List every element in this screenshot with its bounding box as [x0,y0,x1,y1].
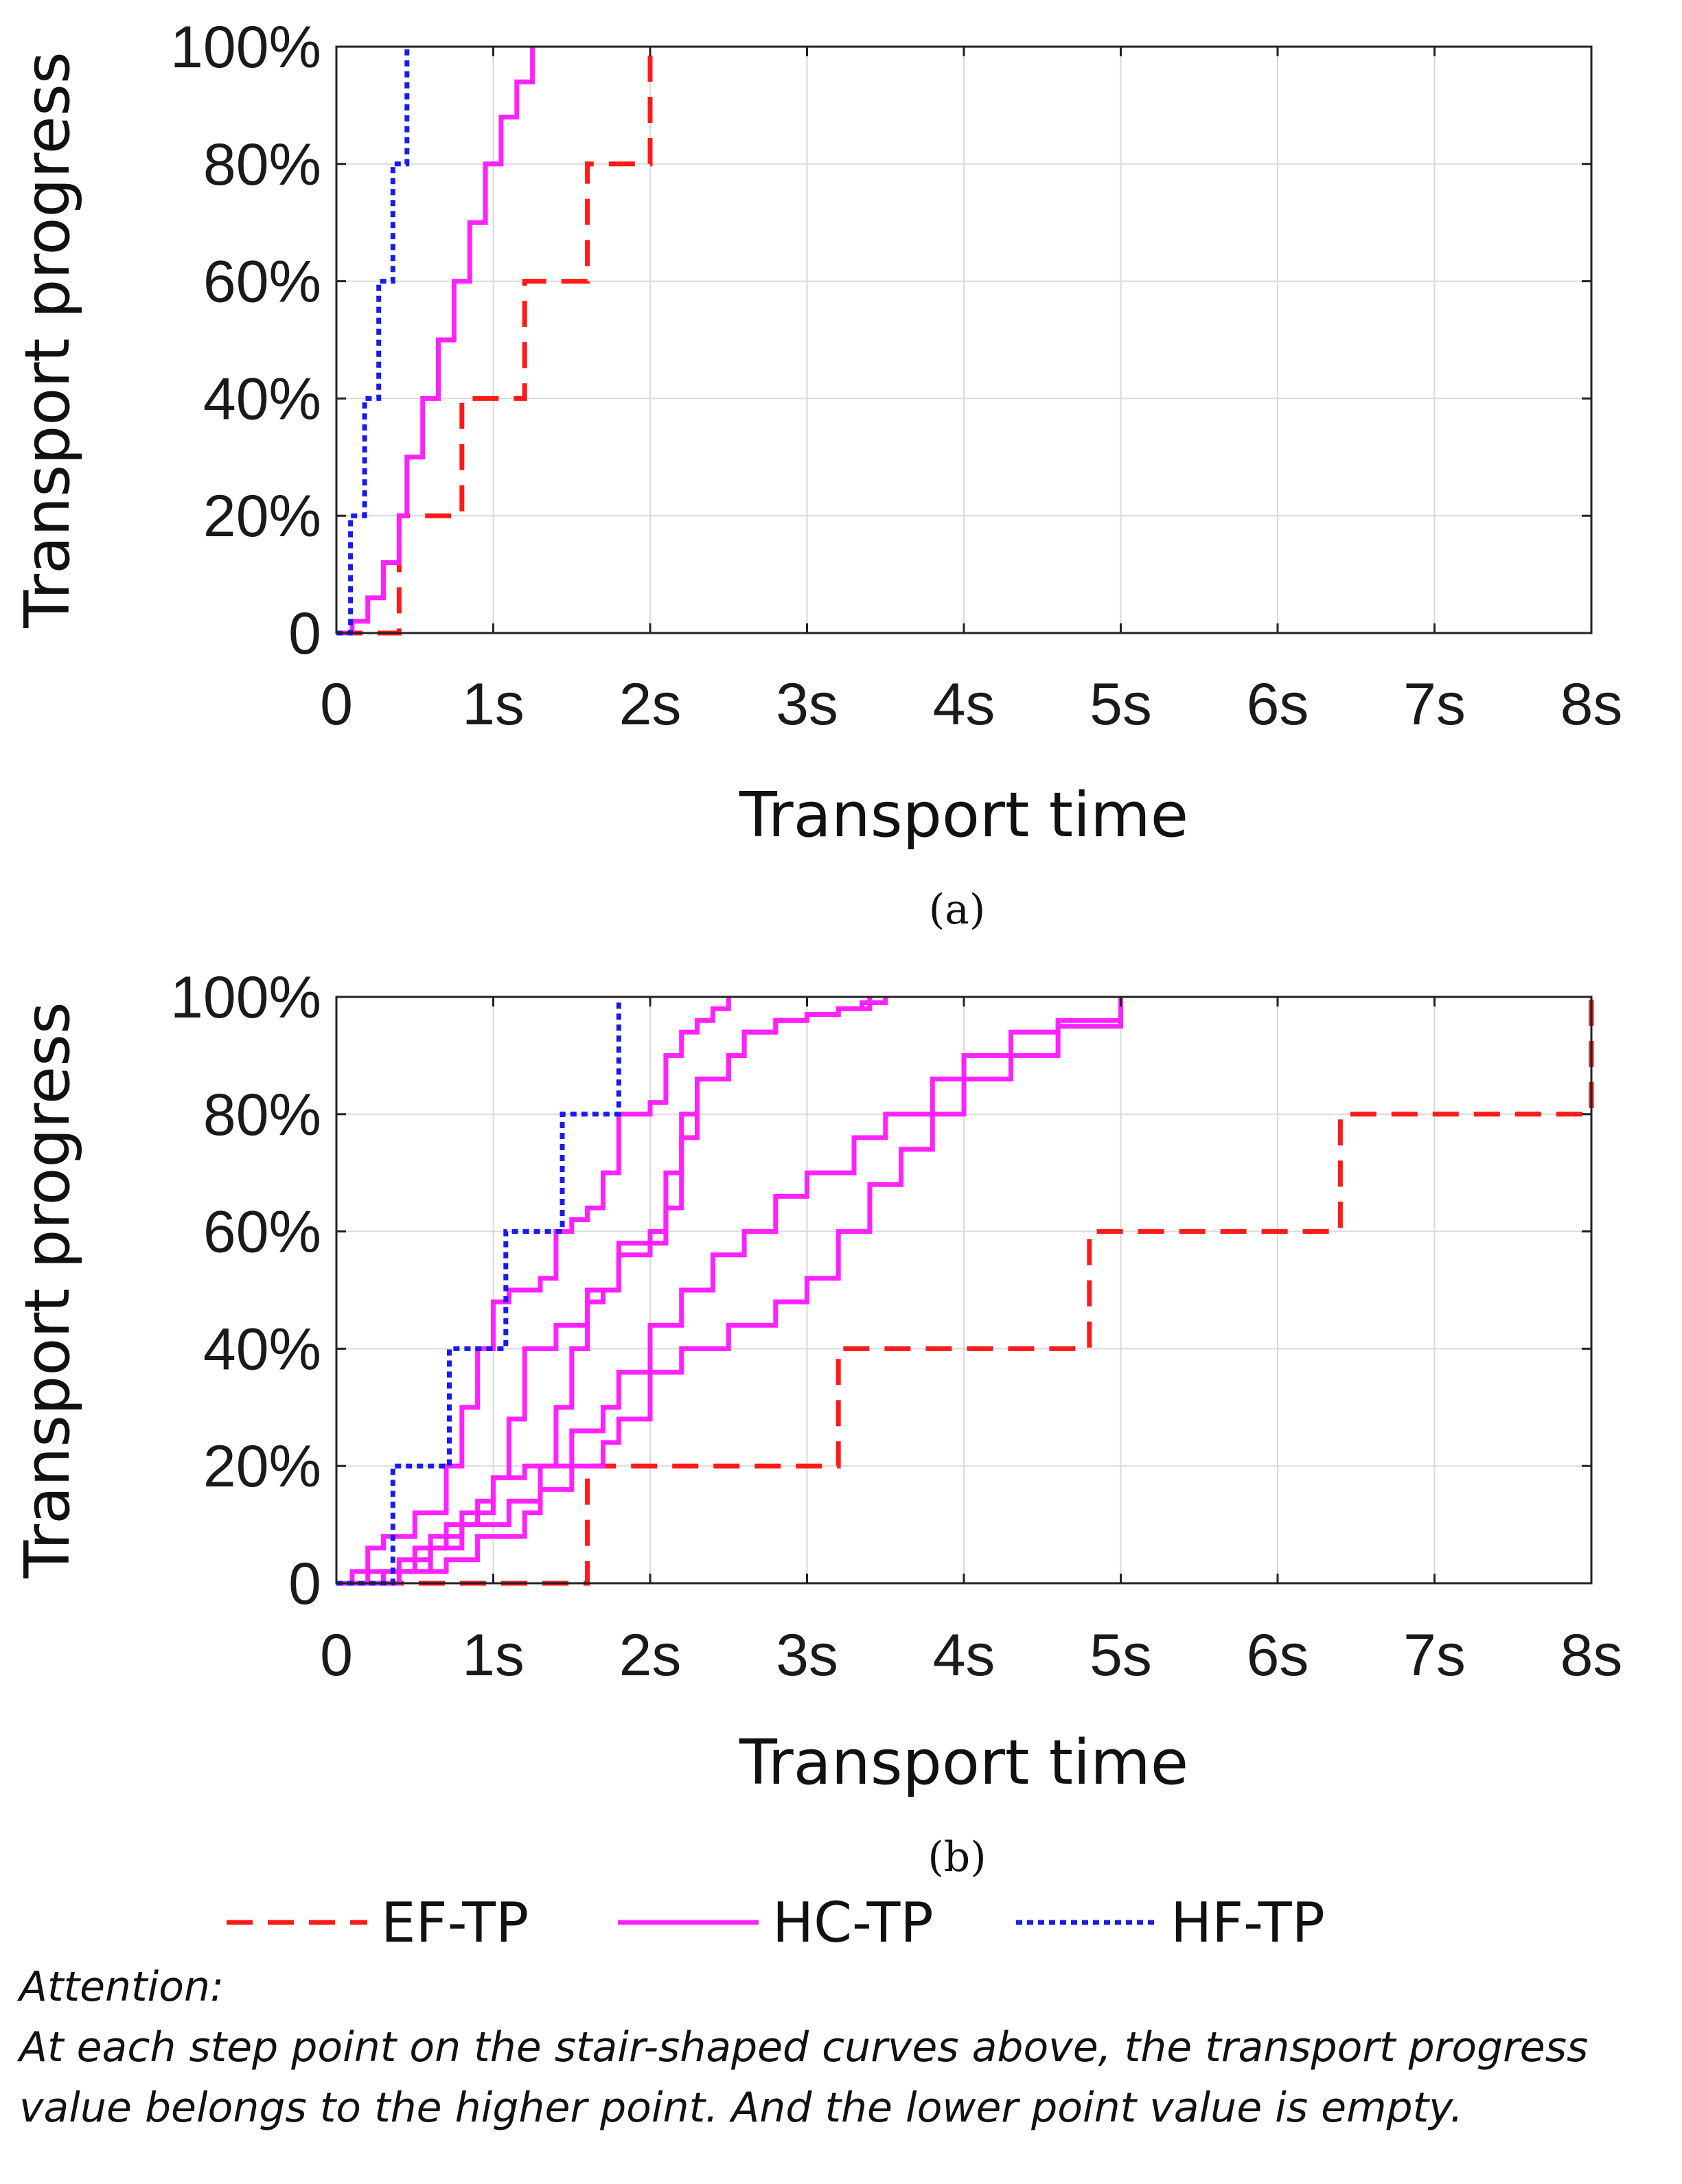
y-tick-label: 0 [288,601,321,667]
subplot-caption: (a) [929,886,986,934]
y-tick-label: 20% [203,483,321,549]
series-line-hc-tp-2 [336,47,535,636]
chart-panel-a: 0 1s 2s 3s 4s 5s 6s 7s 8s 0 20% 40% 60% 80% 100% Transp… [12,14,1622,934]
series-line-hc-tp-6 [336,997,1123,1586]
subplot-caption: (b) [928,1833,986,1881]
y-tick-label: 40% [203,366,321,432]
x-tick-label: 1s [462,1622,525,1688]
x-tick-label: 5s [1090,1622,1152,1688]
x-tick-label: 8s [1560,671,1623,737]
series-line-hc-tp-2 [336,997,731,1586]
x-tick-label: 0 [320,671,353,737]
y-tick-label: 100% [170,14,321,80]
note-heading: Attention: [19,1963,224,2011]
x-tick-label: 7s [1403,671,1466,737]
note-line-1: At each step point on the stair-shaped c… [19,2023,1589,2071]
legend: EF-TP HC-TP HF-TP [227,1891,1325,1955]
y-tick-label: 60% [203,1199,321,1265]
x-tick-label: 4s [933,671,995,737]
x-tick-label: 3s [776,671,838,737]
note-line-2: value belongs to the higher point. And t… [19,2084,1464,2132]
y-tick-label: 40% [203,1316,321,1382]
chart-panel-b: 0 1s 2s 3s 4s 5s 6s 7s 8s 0 20% 40% 60% 80% 100% Transp… [12,965,1622,1881]
y-tick-label: 0 [288,1551,321,1617]
y-tick-label: 20% [203,1434,321,1499]
x-tick-label: 2s [619,1622,682,1688]
x-tick-label: 8s [1560,1622,1623,1688]
legend-label-hf-tp: HF-TP [1171,1891,1325,1955]
y-axis-title: Transport progress [12,51,84,628]
y-tick-label: 60% [203,249,321,315]
x-tick-label: 1s [462,671,525,737]
x-tick-label: 3s [776,1622,838,1688]
y-tick-label: 100% [170,965,321,1031]
x-axis-title: Transport time [739,779,1188,851]
legend-label-ef-tp: EF-TP [381,1891,529,1955]
legend-label-hc-tp: HC-TP [772,1891,934,1955]
x-tick-label: 2s [619,671,682,737]
x-axis-title: Transport time [739,1727,1188,1799]
y-axis-title: Transport progress [12,1002,84,1578]
x-tick-label: 6s [1247,671,1309,737]
x-tick-label: 7s [1403,1622,1466,1688]
x-tick-label: 4s [933,1622,995,1688]
series-line-hf-tp-7 [336,997,621,1586]
x-tick-label: 0 [320,1622,353,1688]
series-line-hf-tp-3 [336,47,410,636]
y-tick-label: 80% [203,1082,321,1148]
y-tick-label: 80% [203,132,321,198]
x-tick-label: 5s [1090,671,1152,737]
x-tick-label: 6s [1247,1622,1309,1688]
